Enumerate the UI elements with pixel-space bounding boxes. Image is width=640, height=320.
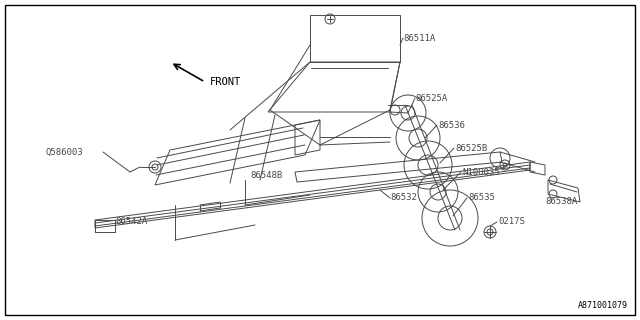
Text: N100035: N100035 xyxy=(462,167,500,177)
Text: 86542A: 86542A xyxy=(115,218,147,227)
Text: FRONT: FRONT xyxy=(210,77,241,87)
Text: A871001079: A871001079 xyxy=(578,301,628,310)
Text: 86536: 86536 xyxy=(438,121,465,130)
Text: 86511A: 86511A xyxy=(403,34,435,43)
Text: 86548B: 86548B xyxy=(250,171,282,180)
Text: 0217S: 0217S xyxy=(498,218,525,227)
Text: 86525B: 86525B xyxy=(455,143,487,153)
Text: 86525A: 86525A xyxy=(415,93,447,102)
Text: 86535: 86535 xyxy=(468,194,495,203)
Text: 86538A: 86538A xyxy=(545,197,577,206)
Text: 86532: 86532 xyxy=(390,194,417,203)
Text: Q586003: Q586003 xyxy=(45,148,83,156)
